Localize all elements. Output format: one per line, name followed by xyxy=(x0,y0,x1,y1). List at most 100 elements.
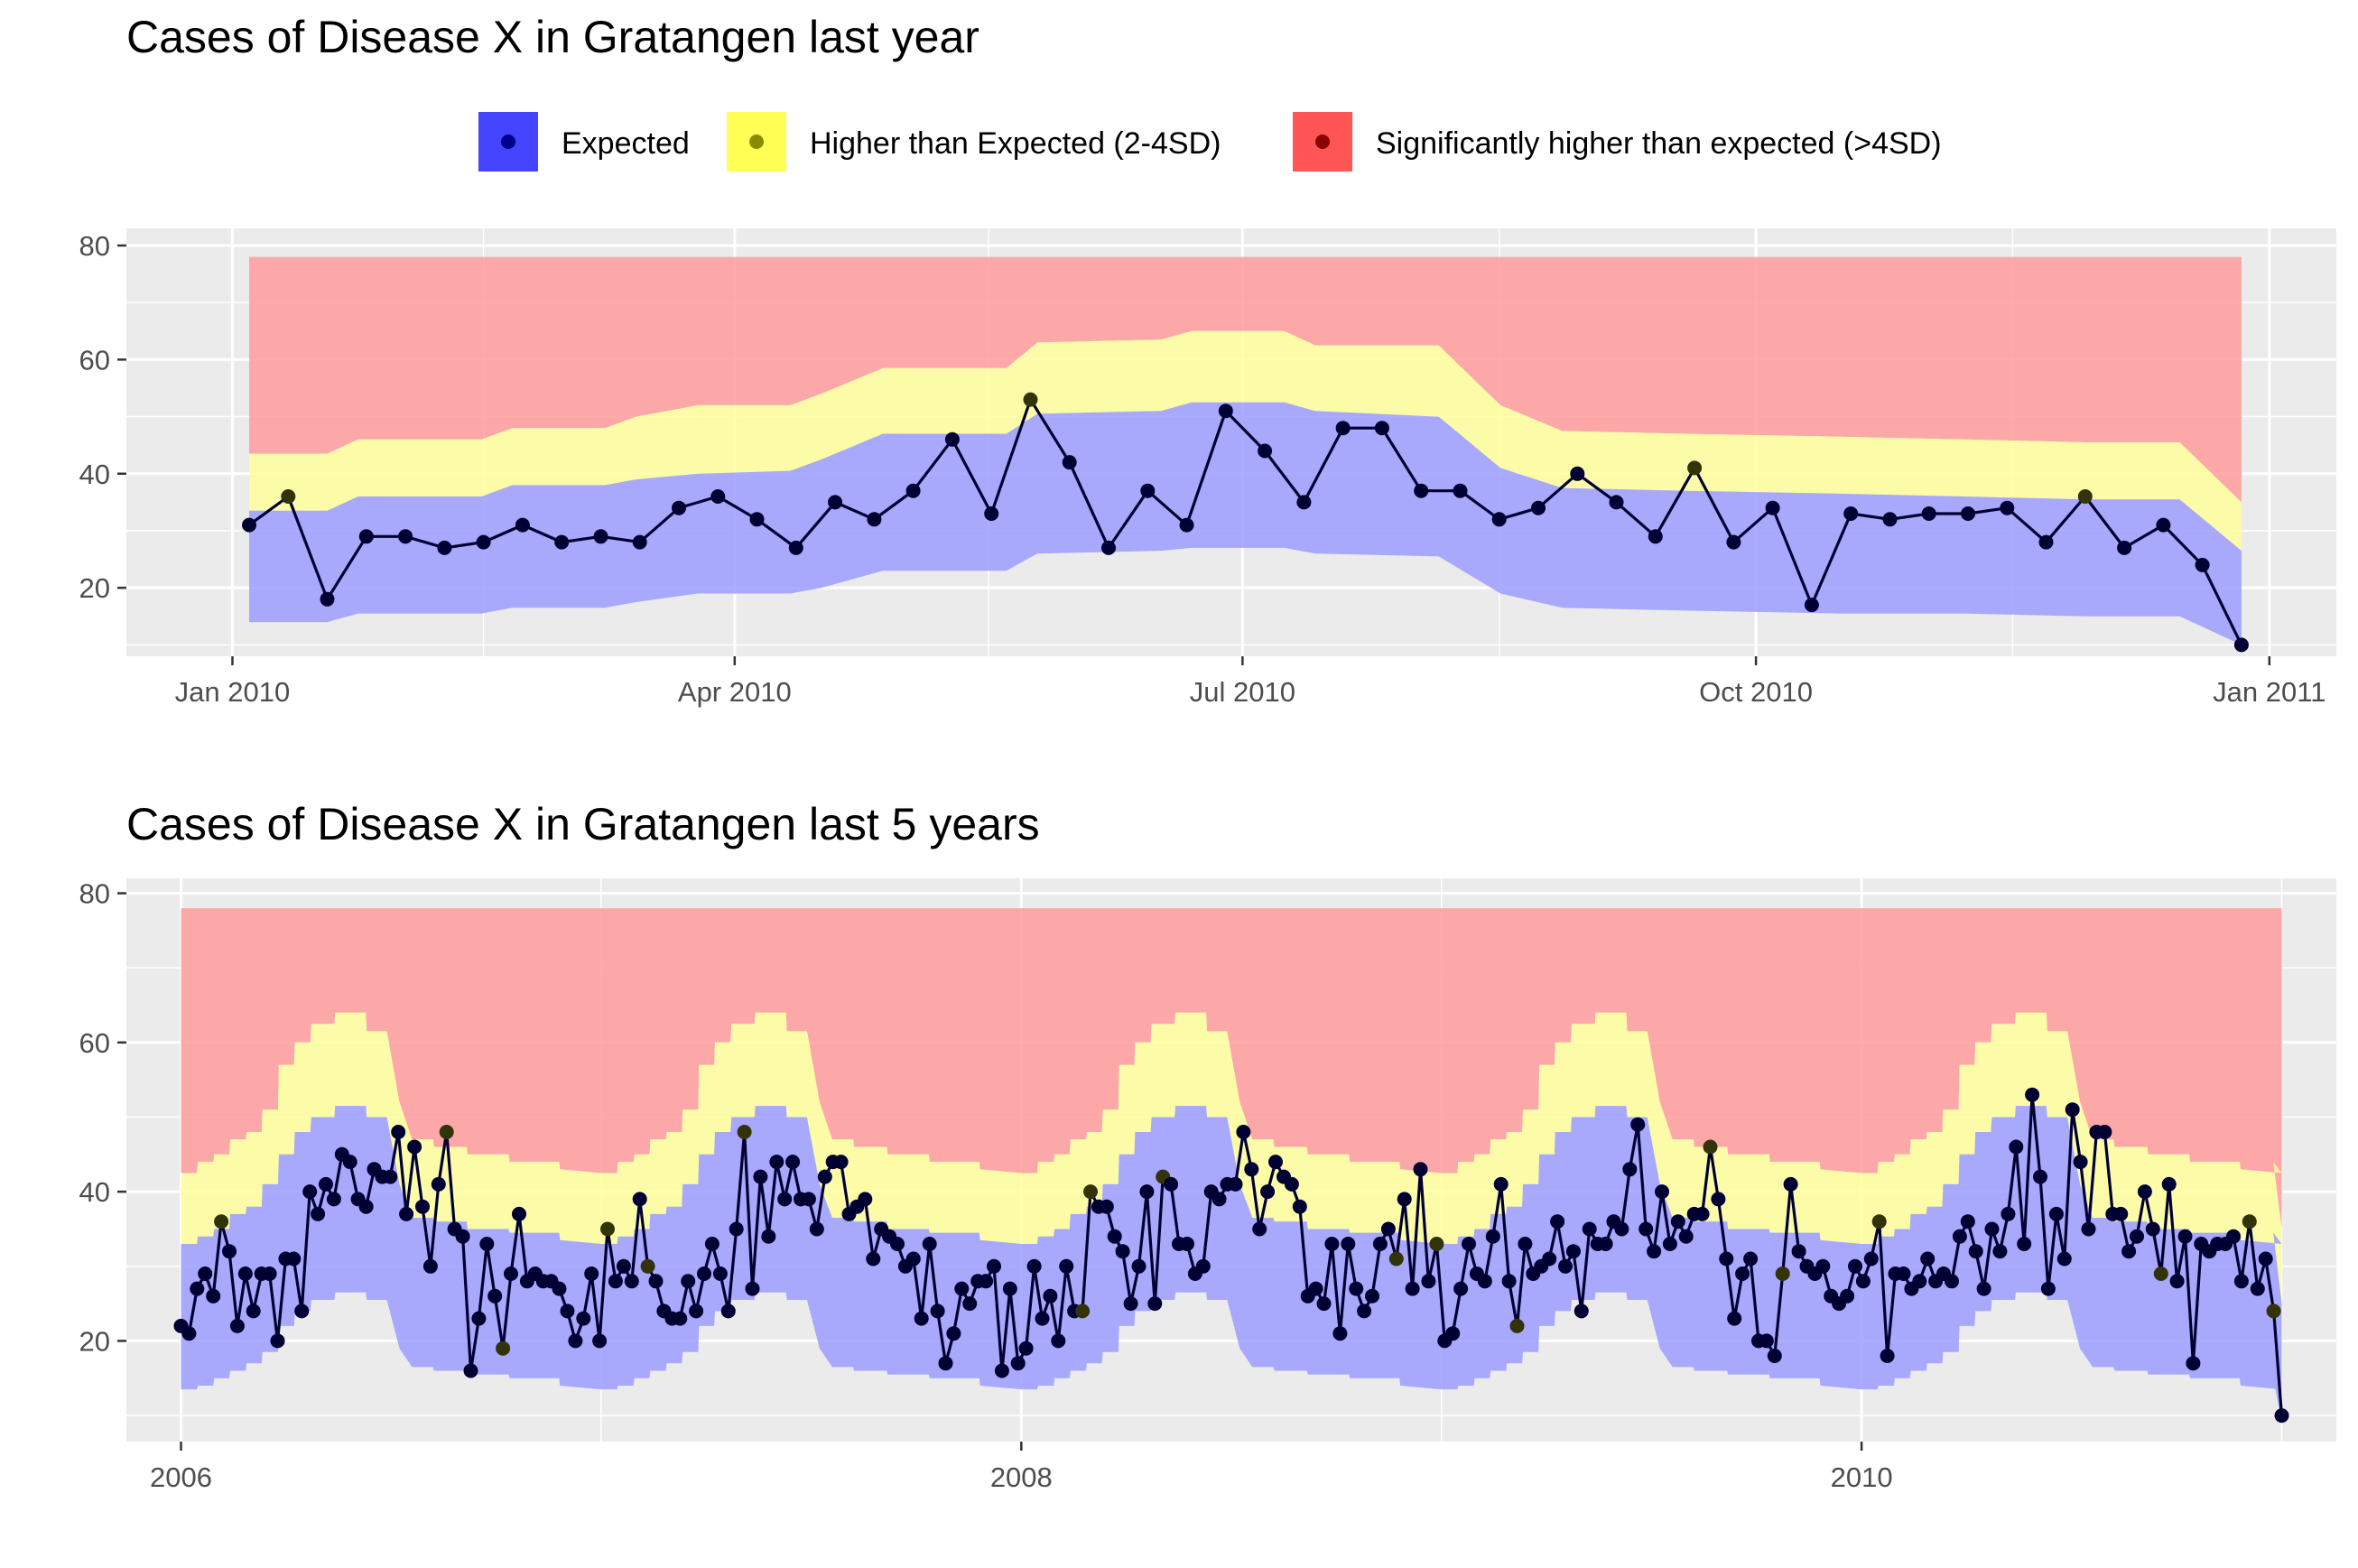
data-point xyxy=(1550,1214,1565,1229)
data-point xyxy=(922,1237,937,1251)
data-point xyxy=(2169,1274,2185,1289)
data-point xyxy=(1043,1288,1058,1304)
data-point xyxy=(479,1237,495,1251)
data-point xyxy=(866,1251,881,1266)
plot-panel-bottom: 20 40 60 80 2006 2008 2010 xyxy=(79,878,2336,1493)
data-point-high xyxy=(600,1221,615,1237)
data-point xyxy=(1218,404,1233,419)
data-point xyxy=(632,1192,647,1207)
data-point xyxy=(568,1333,583,1349)
data-point xyxy=(1405,1281,1420,1296)
data-point xyxy=(1992,1244,2008,1259)
data-point xyxy=(769,1155,784,1170)
data-point xyxy=(222,1244,237,1259)
y-tick-label: 80 xyxy=(79,878,110,910)
data-point xyxy=(1195,1258,1211,1274)
data-point xyxy=(1531,500,1546,515)
data-point-high xyxy=(1023,392,1038,407)
data-point xyxy=(905,483,921,498)
data-point xyxy=(1655,1184,1669,1200)
data-point xyxy=(593,529,608,544)
data-point xyxy=(1670,1214,1685,1229)
data-point xyxy=(515,517,530,533)
data-point xyxy=(2274,1408,2289,1424)
data-point xyxy=(745,1281,760,1296)
data-point xyxy=(624,1274,639,1289)
data-point-high xyxy=(1429,1237,1444,1251)
data-point xyxy=(1316,1296,1332,1312)
data-point xyxy=(1912,1274,1927,1289)
data-point xyxy=(190,1281,205,1296)
data-point-high xyxy=(496,1341,511,1356)
data-point xyxy=(1228,1176,1243,1192)
data-point xyxy=(2009,1139,2024,1155)
data-point xyxy=(777,1192,793,1207)
data-point xyxy=(944,431,960,447)
data-point xyxy=(1968,1244,1983,1259)
data-point xyxy=(1843,506,1859,521)
data-point xyxy=(1179,517,1194,533)
data-point xyxy=(1062,455,1077,470)
data-point xyxy=(1284,1176,1299,1192)
data-point-high xyxy=(2077,489,2093,504)
data-point xyxy=(1018,1341,1034,1356)
data-point xyxy=(1726,534,1741,550)
data-point xyxy=(237,1266,253,1281)
data-point xyxy=(2038,534,2054,550)
x-tick-label: 2008 xyxy=(990,1461,1053,1493)
data-point xyxy=(1582,1221,1597,1237)
data-point xyxy=(576,1311,591,1326)
data-point xyxy=(1491,512,1507,527)
data-point xyxy=(1984,1221,2000,1237)
data-point xyxy=(2017,1237,2032,1251)
data-point xyxy=(1414,483,1429,498)
data-point-high xyxy=(1703,1139,1718,1155)
data-point xyxy=(1421,1274,1436,1289)
data-point xyxy=(262,1266,277,1281)
data-point xyxy=(1614,1221,1629,1237)
data-point xyxy=(2177,1229,2193,1244)
data-point xyxy=(1453,483,1468,498)
data-point xyxy=(681,1274,696,1289)
legend-dot xyxy=(1315,135,1330,149)
data-point xyxy=(1332,1326,1348,1341)
data-point xyxy=(1961,506,1975,521)
data-point xyxy=(1863,1251,1879,1266)
data-point xyxy=(2065,1102,2080,1118)
data-point xyxy=(1357,1304,1372,1319)
data-point-high xyxy=(2153,1266,2168,1281)
data-point xyxy=(828,495,843,510)
band-significant xyxy=(181,908,2282,1229)
data-point xyxy=(2056,1251,2072,1266)
data-point xyxy=(2073,1155,2088,1170)
data-point xyxy=(1374,421,1389,436)
data-point xyxy=(697,1266,711,1281)
data-point xyxy=(712,1266,728,1281)
data-point-high xyxy=(1509,1318,1525,1333)
data-point xyxy=(1855,1274,1871,1289)
band-expected xyxy=(249,402,2242,645)
data-point xyxy=(476,534,491,550)
data-point xyxy=(246,1304,261,1319)
data-point xyxy=(1101,540,1116,555)
data-point xyxy=(1920,1251,1936,1266)
data-point xyxy=(286,1251,302,1266)
data-point xyxy=(326,1192,341,1207)
data-point xyxy=(1719,1251,1734,1266)
data-point xyxy=(946,1326,961,1341)
data-point xyxy=(2121,1244,2137,1259)
data-point xyxy=(1026,1258,1042,1274)
data-point xyxy=(1445,1326,1461,1341)
y-tick-label: 20 xyxy=(79,572,110,604)
data-point xyxy=(1542,1251,1557,1266)
data-point xyxy=(1880,1349,1895,1363)
data-point xyxy=(487,1288,503,1304)
data-point xyxy=(1952,1229,1967,1244)
data-point xyxy=(673,1311,688,1326)
data-point xyxy=(994,1363,1009,1378)
data-point xyxy=(407,1139,422,1155)
data-point xyxy=(987,1258,1001,1274)
data-point xyxy=(592,1333,608,1349)
data-point xyxy=(398,529,413,544)
